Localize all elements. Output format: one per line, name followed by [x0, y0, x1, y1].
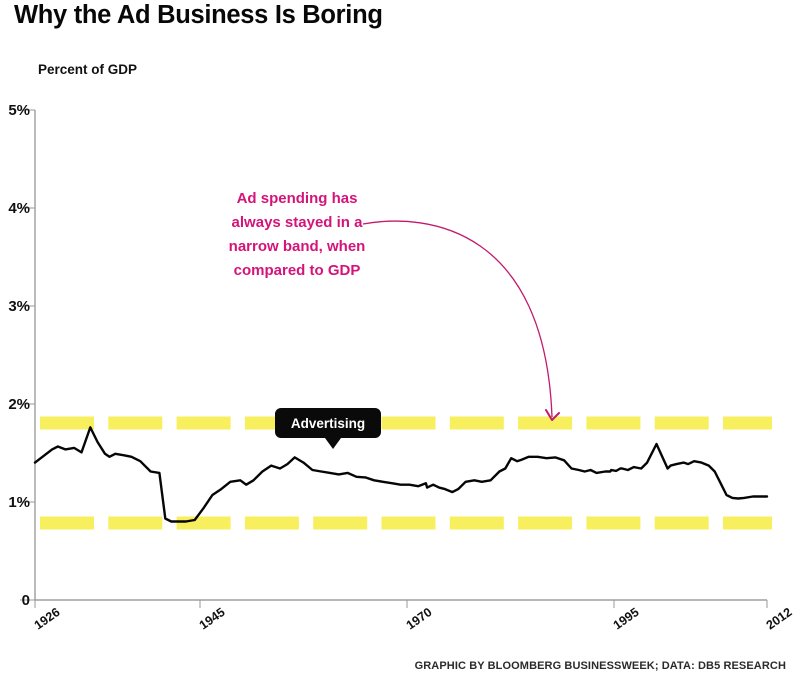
- svg-text:Advertising: Advertising: [291, 416, 365, 431]
